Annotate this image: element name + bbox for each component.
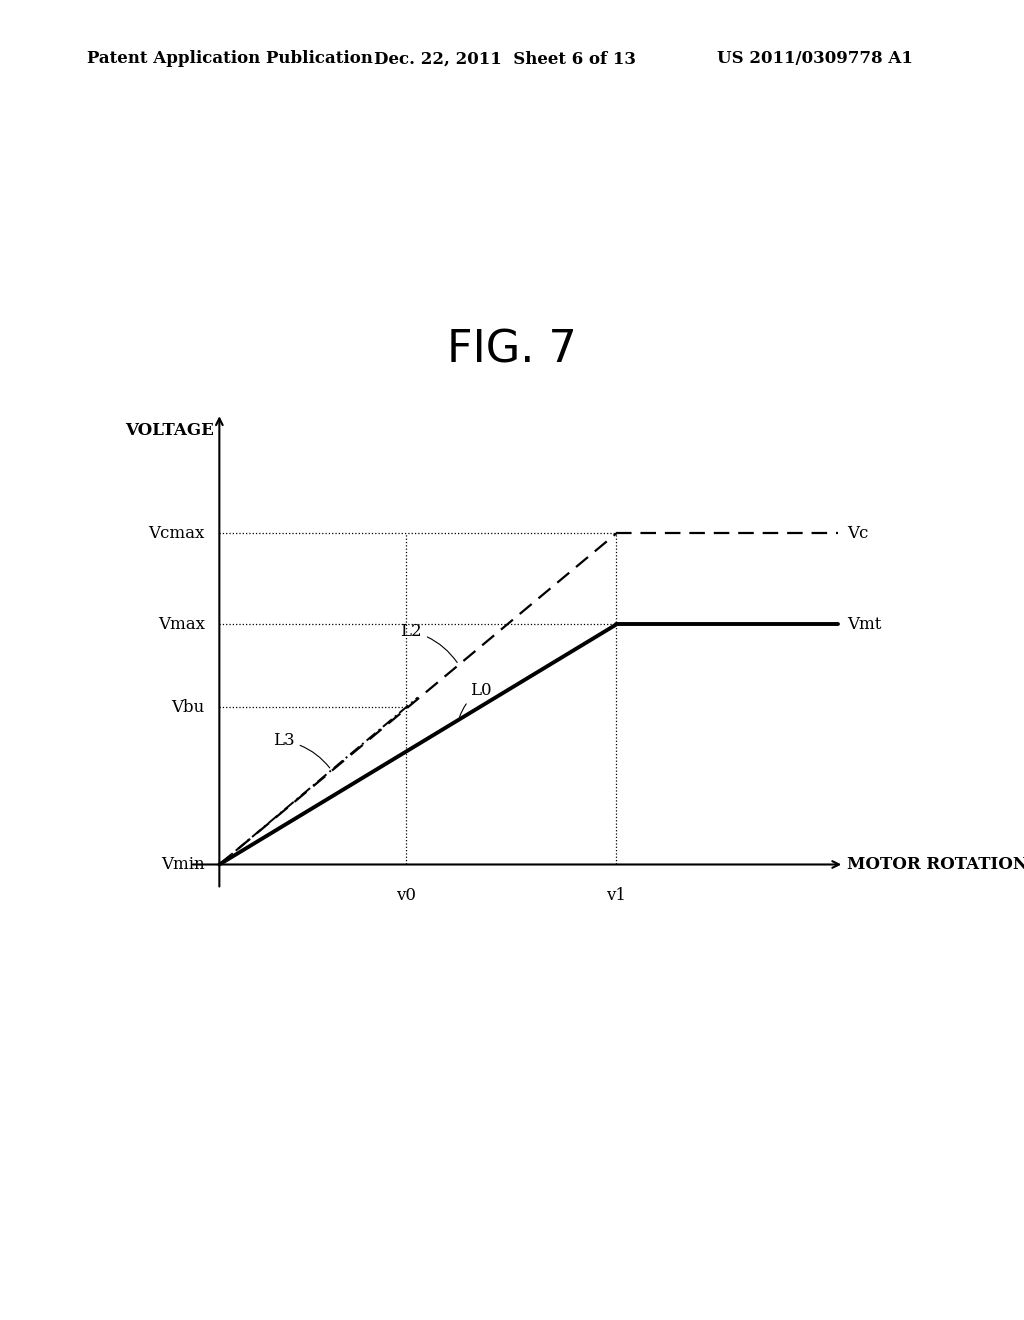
Text: Patent Application Publication: Patent Application Publication <box>87 50 373 67</box>
Text: v0: v0 <box>396 887 416 904</box>
Text: MOTOR ROTATION SPEED v: MOTOR ROTATION SPEED v <box>847 855 1024 873</box>
Text: Dec. 22, 2011  Sheet 6 of 13: Dec. 22, 2011 Sheet 6 of 13 <box>374 50 636 67</box>
Text: Vmin: Vmin <box>161 855 205 873</box>
Text: L2: L2 <box>400 623 457 663</box>
Text: Vmt: Vmt <box>847 616 882 632</box>
Text: v1: v1 <box>606 887 627 904</box>
Text: VOLTAGE: VOLTAGE <box>125 421 214 438</box>
Text: FIG. 7: FIG. 7 <box>447 329 577 371</box>
Text: L0: L0 <box>460 682 493 717</box>
Text: Vmax: Vmax <box>158 616 205 632</box>
Text: Vc: Vc <box>847 525 868 543</box>
Text: US 2011/0309778 A1: US 2011/0309778 A1 <box>717 50 912 67</box>
Text: Vbu: Vbu <box>171 698 205 715</box>
Text: Vcmax: Vcmax <box>148 525 205 543</box>
Text: L3: L3 <box>273 733 330 768</box>
